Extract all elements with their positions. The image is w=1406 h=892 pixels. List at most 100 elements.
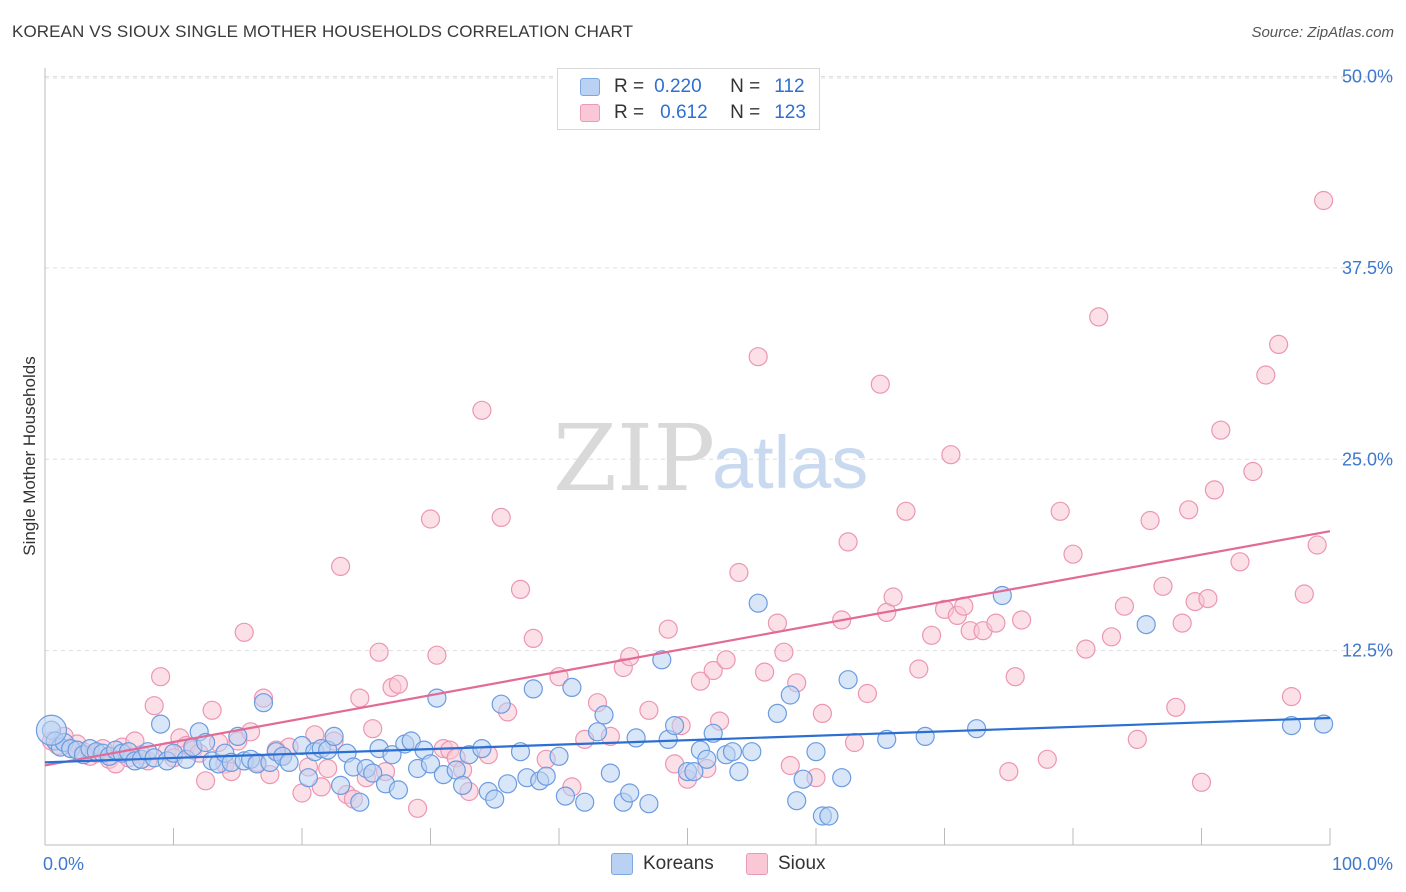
- sioux-point-131: [1204, 480, 1225, 500]
- koreans-point-58: [420, 754, 441, 774]
- koreans-point-105: [832, 768, 852, 788]
- sioux-point-96: [838, 532, 858, 552]
- koreans-r-value: 0.220: [654, 76, 702, 97]
- stats-legend: R = 0.220 N = 112 R = 0.612 N = 123: [557, 68, 820, 130]
- sioux-point-134: [1243, 461, 1263, 482]
- koreans-point-73: [536, 766, 556, 786]
- sioux-point-56: [427, 645, 447, 665]
- sioux-point-99: [870, 374, 890, 394]
- koreans-point-77: [575, 792, 595, 812]
- koreans-point-99: [780, 685, 800, 705]
- koreans-point-101: [793, 769, 813, 789]
- sioux-point-62: [472, 400, 492, 420]
- sioux-point-137: [1281, 686, 1302, 707]
- sioux-point-118: [1076, 639, 1096, 659]
- koreans-point-82: [620, 783, 640, 803]
- chart-title: KOREAN VS SIOUX SINGLE MOTHER HOUSEHOLDS…: [12, 22, 634, 41]
- koreans-point-71: [523, 679, 543, 699]
- sioux-point-25: [202, 700, 222, 720]
- gridlines: [45, 76, 1392, 652]
- y-tick-label-0: 12.5%: [1342, 641, 1393, 661]
- koreans-point-97: [748, 593, 768, 613]
- sioux-point-133: [1230, 552, 1250, 572]
- koreans-point-75: [555, 786, 576, 806]
- sioux-point-138: [1294, 584, 1314, 604]
- sioux-trend-line: [44, 530, 1331, 767]
- sioux-point-123: [1140, 510, 1160, 531]
- sioux-point-121: [1114, 596, 1135, 616]
- koreans-point-94: [722, 742, 743, 762]
- sioux-point-76: [639, 700, 659, 720]
- watermark-atlas: atlas: [712, 421, 868, 504]
- stats-row-sioux: R = 0.612 N = 123: [580, 101, 806, 125]
- y-axis-title: Single Mother Households: [20, 356, 39, 555]
- legend-sioux-label: Sioux: [778, 853, 826, 874]
- sioux-point-124: [1153, 576, 1173, 596]
- stats-row-koreans: R = 0.220 N = 112: [580, 75, 805, 99]
- trend-lines: [44, 530, 1331, 767]
- koreans-point-66: [485, 789, 505, 809]
- sioux-point-88: [754, 662, 775, 682]
- sioux-point-42: [318, 758, 338, 779]
- sioux-point-90: [774, 642, 794, 662]
- sioux-point-129: [1191, 772, 1212, 792]
- koreans-point-62: [453, 775, 473, 796]
- sioux-r-label: R =: [614, 102, 645, 123]
- koreans-point-78: [587, 722, 608, 742]
- sioux-point-122: [1127, 729, 1147, 750]
- koreans-point-47: [350, 792, 370, 812]
- sioux-point-94: [812, 703, 833, 724]
- koreans-point-98: [767, 703, 788, 724]
- sioux-point-44: [331, 556, 351, 577]
- koreans-point-104: [819, 806, 839, 826]
- koreans-point-53: [388, 780, 408, 800]
- sioux-point-126: [1172, 613, 1192, 633]
- koreans-point-92: [703, 723, 723, 743]
- sioux-point-140: [1313, 190, 1334, 211]
- sioux-point-136: [1268, 334, 1289, 354]
- koreans-point-87: [664, 715, 685, 736]
- sioux-point-104: [921, 625, 942, 645]
- koreans-point-68: [498, 774, 518, 794]
- koreans-cluster-bubble: [35, 714, 68, 746]
- axis-labels: 12.5% 25.0% 37.5% 50.0% 0.0% 100.0% Single Mot…: [20, 67, 1393, 875]
- sioux-point-91: [780, 755, 800, 776]
- sioux-point-119: [1089, 307, 1109, 327]
- koreans-point-18: [151, 714, 171, 734]
- sioux-point-87: [748, 347, 768, 367]
- koreans-point-37: [279, 752, 299, 773]
- sioux-point-127: [1179, 500, 1199, 520]
- sioux-point-101: [883, 587, 903, 607]
- sioux-point-66: [510, 579, 531, 600]
- koreans-point-95: [729, 761, 749, 782]
- sioux-point-135: [1256, 365, 1276, 385]
- koreans-point-76: [562, 677, 582, 698]
- koreans-point-67: [491, 694, 511, 714]
- sioux-point-113: [1005, 667, 1025, 687]
- legend-koreans-label: Koreans: [643, 853, 714, 874]
- sioux-point-102: [896, 501, 916, 521]
- koreans-point-89: [684, 761, 704, 782]
- sioux-point-111: [986, 613, 1006, 633]
- koreans-point-100: [787, 791, 807, 811]
- sioux-point-116: [1050, 501, 1070, 521]
- koreans-point-109: [966, 719, 987, 739]
- sioux-point-132: [1211, 420, 1231, 440]
- koreans-point-111: [1136, 614, 1156, 635]
- sioux-point-85: [716, 650, 736, 670]
- sioux-point-54: [408, 798, 428, 818]
- sioux-point-112: [999, 761, 1019, 782]
- korean-points: [35, 585, 1334, 826]
- koreans-point-107: [877, 729, 897, 750]
- koreans-point-83: [626, 728, 646, 748]
- koreans-point-108: [915, 726, 935, 747]
- sioux-swatch: [580, 104, 600, 122]
- koreans-point-91: [697, 749, 717, 769]
- sioux-point-77: [658, 619, 678, 639]
- sioux-point-117: [1063, 544, 1083, 564]
- sioux-point-67: [523, 628, 543, 649]
- koreans-point-84: [639, 794, 659, 814]
- koreans-point-112: [1281, 715, 1302, 736]
- legend-koreans-swatch: [611, 853, 633, 875]
